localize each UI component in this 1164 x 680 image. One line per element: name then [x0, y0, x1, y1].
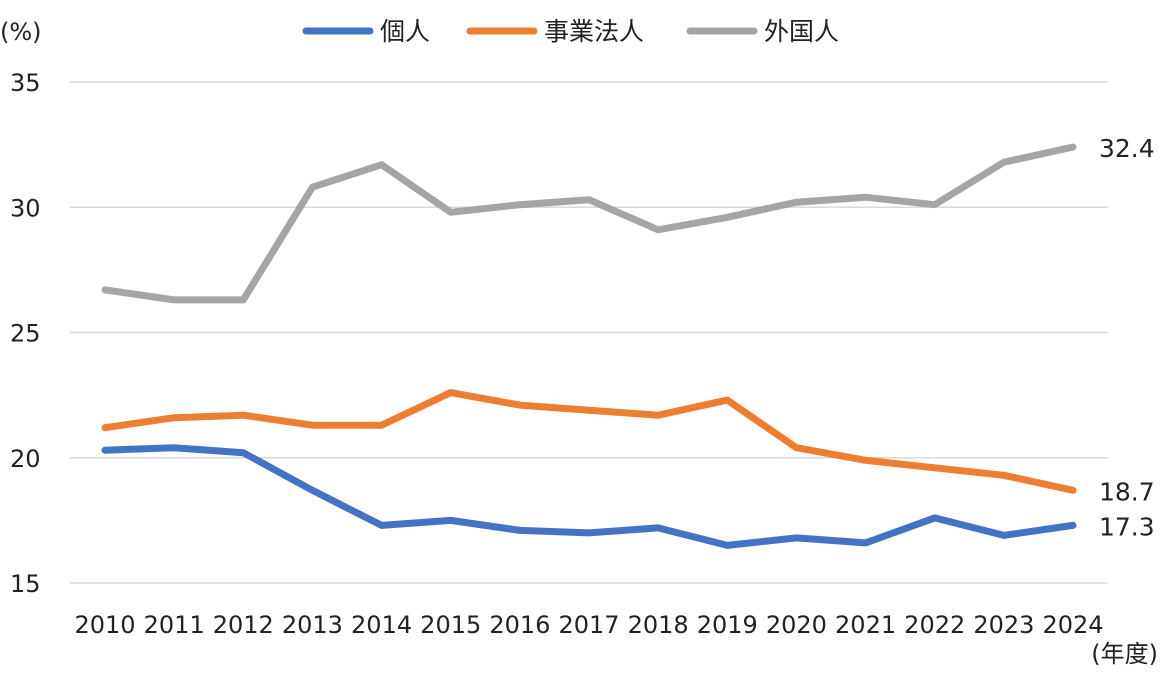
y-tick-label: 25: [10, 320, 41, 348]
x-tick-label: 2021: [835, 611, 896, 639]
x-tick-label: 2018: [628, 611, 689, 639]
y-unit-label: (%): [0, 18, 42, 46]
x-tick-label: 2016: [489, 611, 550, 639]
legend-label: 外国人: [764, 17, 839, 46]
y-tick-label: 15: [10, 570, 41, 598]
x-tick-label: 2012: [213, 611, 274, 639]
grid-layer: [70, 82, 1108, 583]
y-tick-label: 35: [10, 69, 41, 97]
x-tick-label: 2010: [74, 611, 135, 639]
x-tick-label: 2023: [973, 611, 1034, 639]
y-tick-label: 20: [10, 445, 41, 473]
series-line-1: [105, 393, 1073, 491]
end-labels: 17.3 18.7 32.4: [1099, 134, 1155, 541]
legend-label: 個人: [380, 17, 430, 46]
x-tick-label: 2024: [1042, 611, 1103, 639]
x-tick-label: 2019: [697, 611, 758, 639]
end-value-label: 32.4: [1099, 134, 1155, 163]
x-unit-label: (年度): [1091, 640, 1158, 668]
series-line-0: [105, 448, 1073, 546]
x-tick-label: 2014: [351, 611, 412, 639]
series-line-2: [105, 147, 1073, 300]
legend: 個人 事業法人 外国人: [306, 17, 839, 46]
x-tick-label: 2017: [558, 611, 619, 639]
x-tick-label: 2020: [766, 611, 827, 639]
y-tick-label: 30: [10, 194, 41, 222]
end-value-label: 17.3: [1099, 512, 1155, 541]
y-axis-ticks: 15 20 25 30 35: [10, 69, 41, 598]
x-tick-label: 2015: [420, 611, 481, 639]
legend-label: 事業法人: [544, 17, 644, 46]
x-axis-ticks: 2010 2011 2012 2013 2014 2015 2016 2017 2018 2019…: [74, 611, 1103, 639]
x-tick-label: 2022: [904, 611, 965, 639]
x-tick-label: 2011: [144, 611, 205, 639]
end-value-label: 18.7: [1099, 477, 1155, 506]
x-tick-label: 2013: [282, 611, 343, 639]
